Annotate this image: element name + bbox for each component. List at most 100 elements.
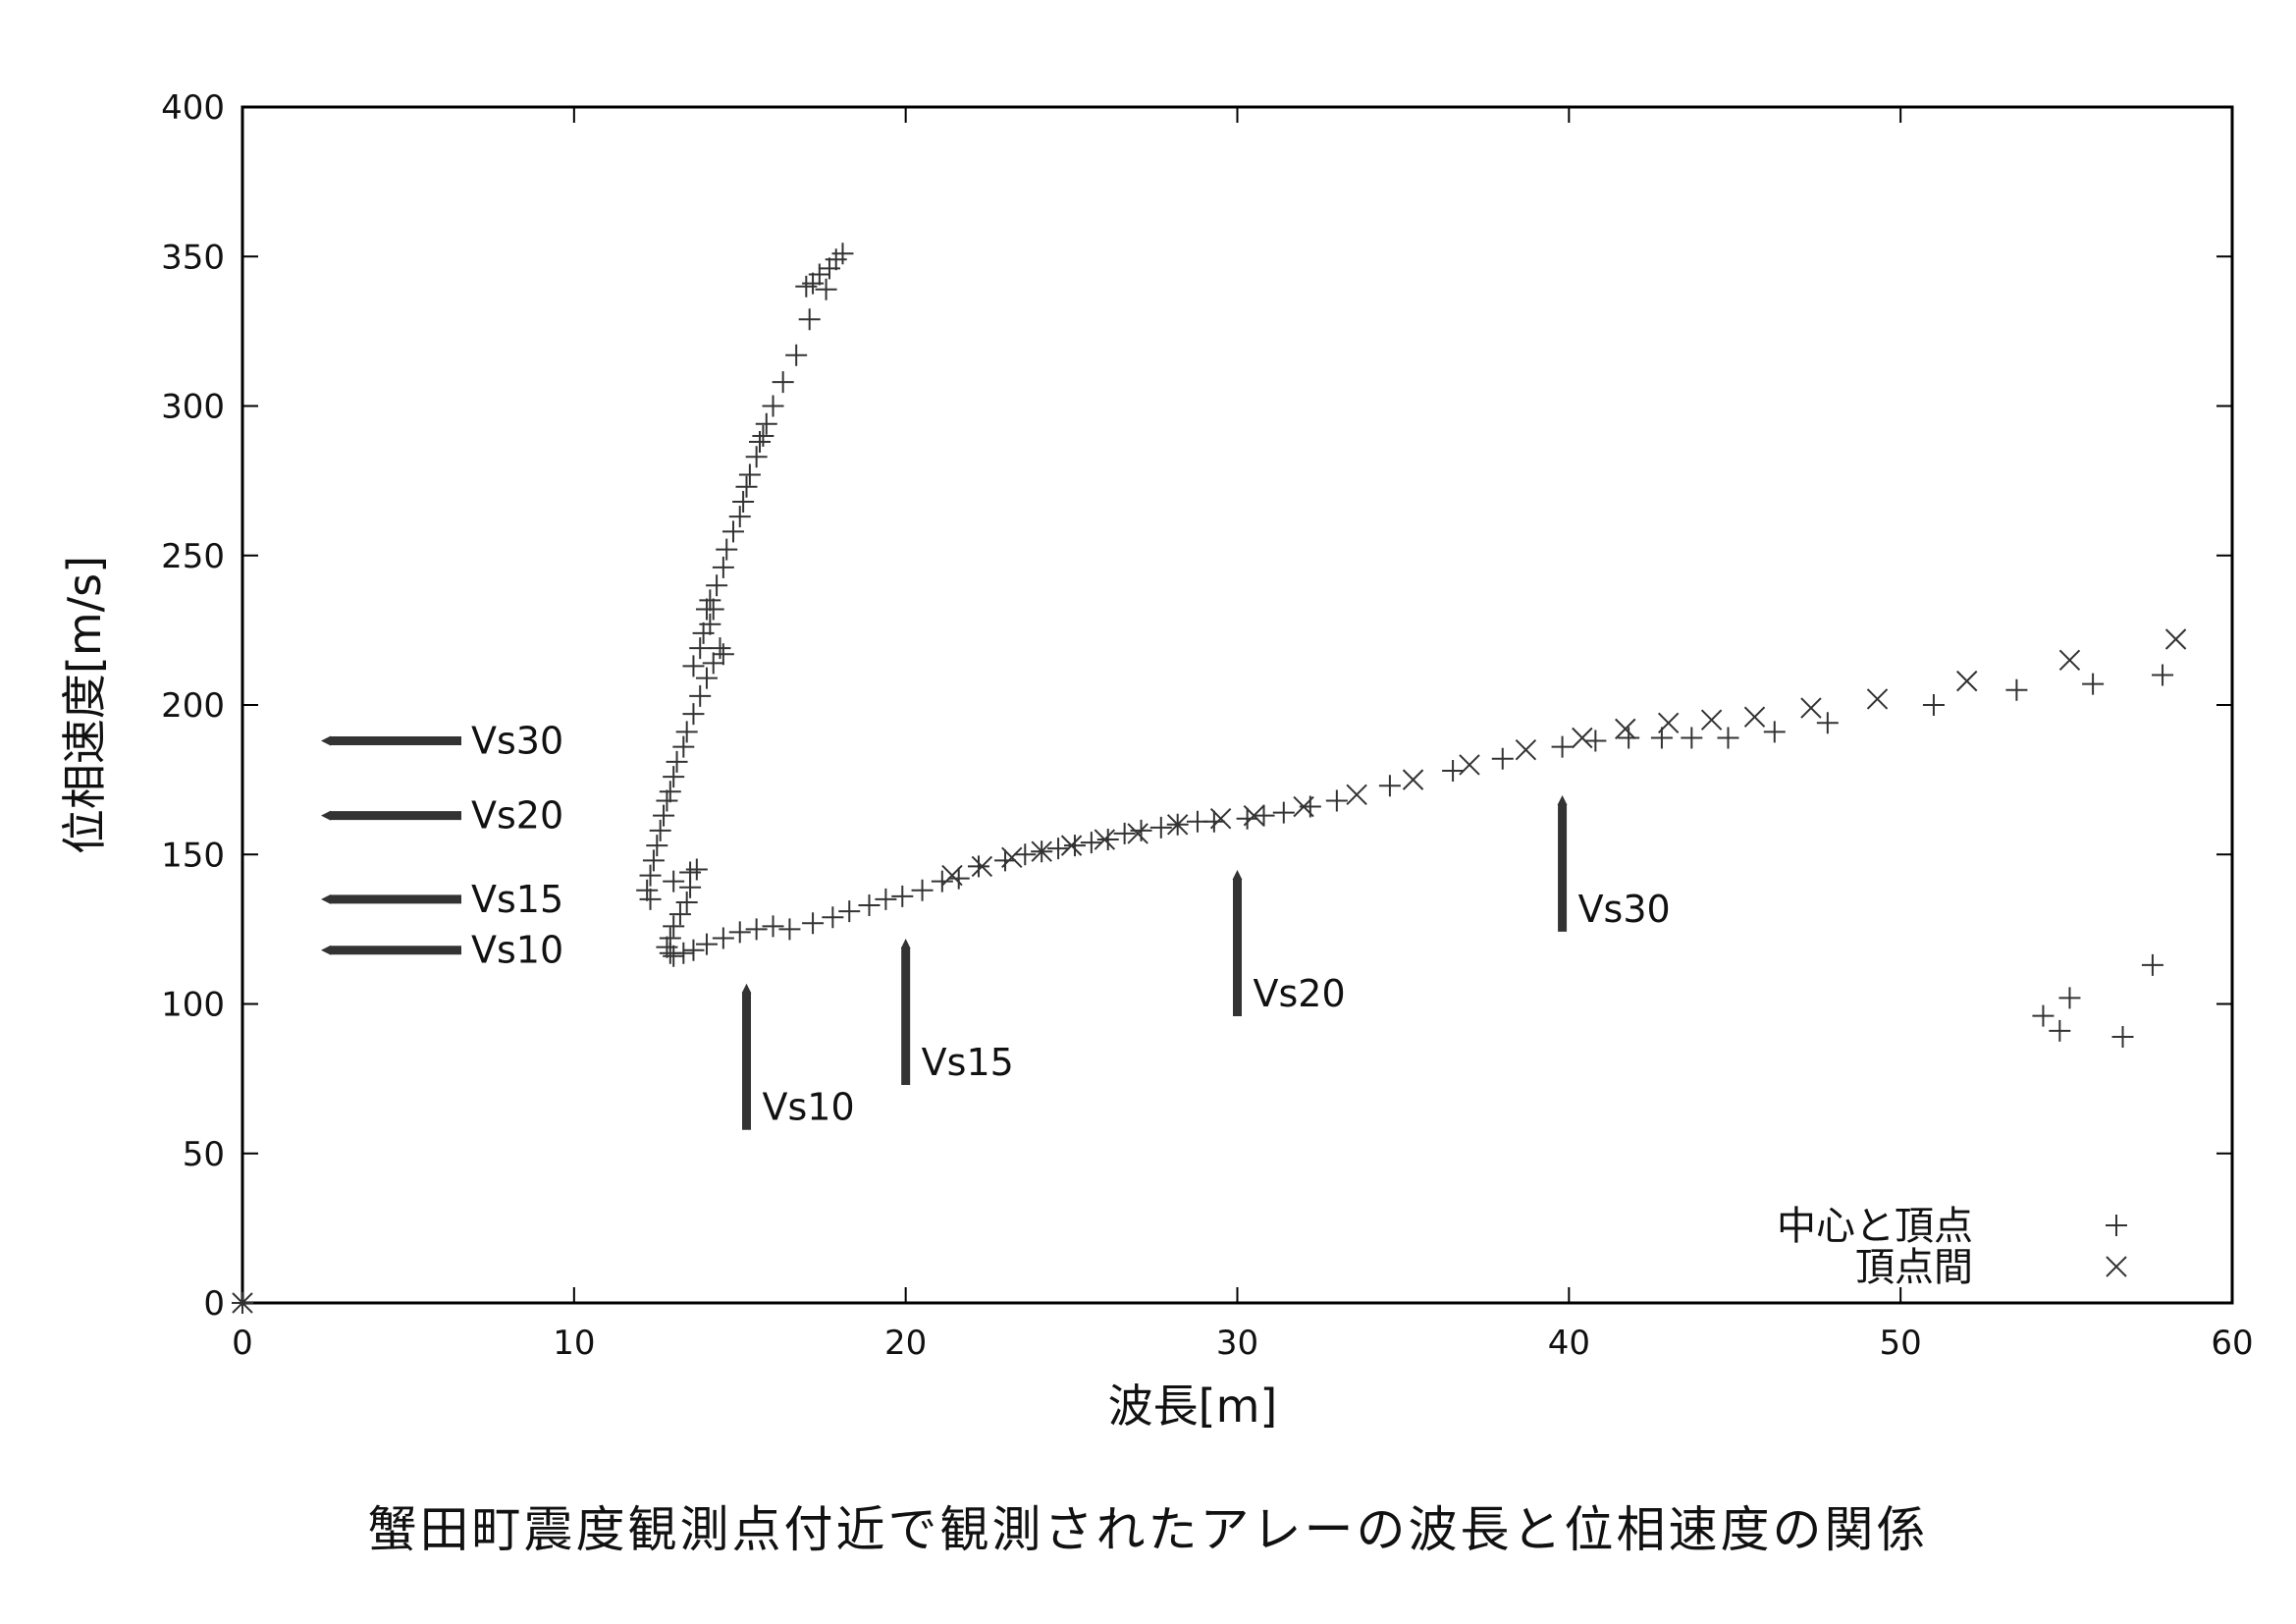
data-point-plus — [728, 506, 751, 528]
x-tick-label: 10 — [553, 1324, 595, 1363]
data-point-plus — [646, 835, 668, 857]
data-point-cross — [1346, 784, 1367, 806]
data-point-plus — [994, 849, 1017, 872]
data-point-plus — [2111, 1025, 2134, 1048]
data-point-plus — [911, 879, 934, 901]
x-tick-label: 30 — [1216, 1324, 1258, 1363]
vs-arrow-label: Vs20 — [471, 794, 563, 838]
data-point-cross — [1001, 846, 1023, 869]
data-point-plus — [1236, 807, 1258, 830]
data-point-plus — [875, 888, 897, 910]
data-point-cross — [1956, 670, 1978, 692]
data-point-plus — [682, 703, 705, 726]
data-point-plus — [639, 888, 662, 910]
vs-annotations: Vs30 Vs20 Vs15 Vs10 Vs10 Vs15 Vs20 Vs30 — [321, 720, 1671, 1130]
data-point-cross — [1515, 738, 1537, 761]
data-point-plus — [1378, 775, 1401, 797]
series-cross — [232, 628, 2187, 1314]
data-point-plus — [838, 900, 861, 923]
data-point-plus — [1922, 694, 1945, 716]
y-axis-label: 位相速度[m/s] — [58, 556, 111, 854]
legend-plus-marker — [2106, 1215, 2127, 1236]
data-point-plus — [695, 667, 718, 689]
data-point-plus — [1096, 829, 1119, 851]
x-tick-label: 50 — [1880, 1324, 1922, 1363]
data-point-plus — [712, 927, 734, 949]
data-point-plus — [1149, 816, 1172, 839]
data-point-plus — [2152, 664, 2174, 686]
data-point-plus — [699, 589, 721, 612]
x-axis-label: 波長[m] — [1108, 1380, 1278, 1433]
data-point-plus — [732, 490, 755, 513]
y-tick-label: 250 — [161, 537, 225, 576]
data-point-plus — [682, 939, 705, 961]
data-point-plus — [649, 819, 671, 841]
data-point-plus — [712, 643, 734, 666]
data-point-plus — [1113, 822, 1136, 844]
data-point-cross — [1743, 706, 1766, 728]
data-point-plus — [802, 912, 825, 935]
data-point-plus — [656, 789, 678, 812]
data-point-plus — [738, 463, 761, 486]
y-tick-label: 0 — [203, 1284, 225, 1324]
data-point-plus — [2032, 1004, 2055, 1027]
vs-arrow-label: Vs30 — [471, 720, 563, 763]
data-point-plus — [1014, 843, 1037, 866]
data-point-plus — [675, 891, 698, 913]
data-point-plus — [858, 894, 881, 917]
axis-tick-labels: 0 10 20 30 40 50 60 0 50 100 150 200 250 300 350 400 — [161, 88, 2254, 1363]
data-point-plus — [818, 257, 840, 280]
data-point-cross — [1209, 808, 1232, 830]
data-point-plus — [702, 652, 724, 675]
data-points — [232, 243, 2187, 1314]
data-point-plus — [967, 855, 989, 878]
data-point-plus — [712, 556, 734, 578]
data-point-plus — [755, 412, 777, 435]
data-point-plus — [1047, 838, 1070, 860]
vs-arrow-label: Vs10 — [763, 1086, 855, 1129]
data-point-plus — [2058, 987, 2081, 1009]
x-tick-label: 40 — [1548, 1324, 1590, 1363]
data-point-cross — [1060, 835, 1083, 856]
data-point-cross — [1657, 712, 1680, 733]
data-point-plus — [1491, 747, 1514, 770]
data-point-plus — [636, 879, 659, 901]
data-point-plus — [1551, 735, 1574, 758]
data-point-plus — [2005, 678, 2028, 701]
y-tick-label: 300 — [161, 388, 225, 427]
data-point-plus — [778, 918, 801, 941]
data-point-plus — [749, 431, 772, 454]
data-point-plus — [672, 735, 695, 758]
axis-ticks — [241, 106, 2233, 1304]
data-point-plus — [682, 655, 705, 677]
data-point-plus — [752, 424, 774, 447]
data-point-plus — [692, 622, 715, 644]
y-tick-label: 350 — [161, 238, 225, 277]
y-tick-label: 200 — [161, 686, 225, 726]
data-point-cross — [1700, 709, 1723, 731]
data-point-plus — [702, 598, 724, 621]
vs-arrow-label: Vs15 — [471, 878, 563, 921]
chart: 0 10 20 30 40 50 60 0 50 100 150 200 250 300 350 400 波長… — [58, 88, 2254, 1433]
legend-label-between-vertices: 頂点間 — [1855, 1245, 1973, 1290]
data-point-cross — [1243, 804, 1265, 827]
data-point-plus — [689, 684, 712, 707]
data-point-cross — [1572, 727, 1593, 749]
vs-arrow-label: Vs20 — [1254, 972, 1346, 1015]
data-point-plus — [772, 371, 794, 394]
legend-cross-marker — [2106, 1256, 2127, 1277]
data-point-plus — [947, 867, 970, 890]
data-point-plus — [659, 781, 681, 803]
data-point-cross — [941, 864, 963, 887]
data-point-plus — [663, 766, 685, 788]
legend: 中心と頂点 頂点間 — [1777, 1204, 2127, 1290]
data-point-plus — [666, 750, 688, 773]
y-tick-label: 50 — [183, 1135, 225, 1174]
data-point-plus — [695, 933, 718, 955]
data-point-plus — [1717, 727, 1739, 749]
data-point-plus — [1584, 730, 1607, 752]
data-point-plus — [1325, 789, 1348, 812]
vs-arrow-label: Vs30 — [1578, 888, 1671, 931]
data-point-plus — [663, 870, 685, 893]
data-point-plus — [728, 921, 751, 944]
